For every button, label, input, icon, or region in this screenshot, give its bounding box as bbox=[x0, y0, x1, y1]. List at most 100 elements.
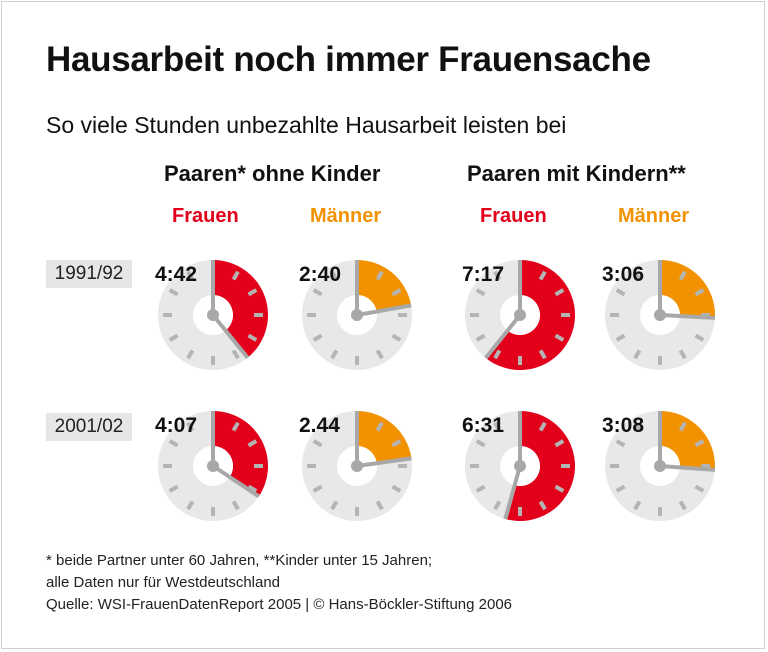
tick-mark bbox=[330, 270, 339, 281]
tick-mark bbox=[633, 500, 642, 511]
time-label: 2.44 bbox=[299, 414, 340, 437]
tick-mark bbox=[678, 421, 687, 432]
tick-mark bbox=[312, 439, 323, 448]
tick-mark bbox=[186, 421, 195, 432]
tick-mark bbox=[330, 500, 339, 511]
year-label: 1991/92 bbox=[46, 260, 132, 288]
clock-1-1: 2.44 bbox=[299, 411, 412, 521]
clock-hand-value bbox=[484, 313, 522, 360]
tick-mark bbox=[694, 333, 705, 342]
clock-2-0: 7:17 bbox=[462, 260, 575, 370]
tick-mark bbox=[493, 421, 502, 432]
tick-mark bbox=[391, 484, 402, 493]
clock-hand-value bbox=[211, 464, 260, 499]
clock-pivot bbox=[207, 460, 219, 472]
tick-mark bbox=[186, 500, 195, 511]
tick-mark bbox=[247, 484, 258, 493]
clock-hand-value bbox=[356, 456, 412, 468]
tick-mark bbox=[312, 288, 323, 297]
tick-mark bbox=[615, 484, 626, 493]
footnote: alle Daten nur für Westdeutschland bbox=[46, 574, 281, 591]
value-sector bbox=[357, 411, 412, 464]
legend-frauen: Frauen bbox=[172, 205, 239, 227]
clock-hand-value bbox=[356, 303, 412, 317]
clock-pivot bbox=[207, 309, 219, 321]
chart-title: Hausarbeit noch immer Frauensache bbox=[46, 40, 651, 79]
source-note: Quelle: WSI-FrauenDatenReport 2005 | © H… bbox=[46, 596, 513, 613]
tick-mark bbox=[493, 500, 502, 511]
value-sector bbox=[213, 260, 269, 358]
time-label: 2:40 bbox=[299, 263, 341, 286]
tick-mark bbox=[694, 439, 705, 448]
tick-mark bbox=[615, 288, 626, 297]
clock-2-1: 6:31 bbox=[462, 411, 575, 521]
clock-pivot bbox=[351, 460, 363, 472]
clock-hand-value bbox=[659, 313, 716, 320]
tick-mark bbox=[475, 484, 486, 493]
time-label: 4:42 bbox=[155, 263, 197, 286]
tick-mark bbox=[678, 270, 687, 281]
tick-mark bbox=[247, 439, 258, 448]
tick-mark bbox=[538, 349, 547, 360]
tick-mark bbox=[538, 270, 547, 281]
group-header-ohne-kinder: Paaren* ohne Kinder bbox=[164, 161, 381, 186]
tick-mark bbox=[694, 288, 705, 297]
tick-mark bbox=[231, 500, 240, 511]
footnote: * beide Partner unter 60 Jahren, **Kinde… bbox=[46, 552, 433, 569]
tick-mark bbox=[554, 439, 565, 448]
tick-mark bbox=[168, 333, 179, 342]
legend-maenner: Männer bbox=[310, 205, 382, 227]
value-sector bbox=[505, 411, 575, 521]
tick-mark bbox=[312, 333, 323, 342]
tick-mark bbox=[375, 349, 384, 360]
tick-mark bbox=[615, 333, 626, 342]
time-label: 4:07 bbox=[155, 414, 197, 437]
tick-mark bbox=[633, 349, 642, 360]
value-sector bbox=[357, 260, 412, 312]
tick-mark bbox=[231, 421, 240, 432]
tick-mark bbox=[538, 500, 547, 511]
clock-pivot bbox=[654, 460, 666, 472]
clock-hand-value bbox=[503, 465, 522, 520]
clock-pivot bbox=[654, 309, 666, 321]
clock-0-1: 4:07 bbox=[155, 411, 269, 521]
tick-mark bbox=[475, 288, 486, 297]
tick-mark bbox=[554, 288, 565, 297]
value-sector bbox=[485, 260, 575, 370]
tick-mark bbox=[186, 270, 195, 281]
tick-mark bbox=[312, 484, 323, 493]
tick-mark bbox=[633, 270, 642, 281]
time-label: 6:31 bbox=[462, 414, 504, 437]
year-label: 2001/02 bbox=[46, 413, 132, 441]
tick-mark bbox=[168, 439, 179, 448]
tick-mark bbox=[633, 421, 642, 432]
tick-mark bbox=[330, 349, 339, 360]
time-label: 3:08 bbox=[602, 414, 644, 437]
group-header-mit-kindern: Paaren mit Kindern** bbox=[467, 161, 686, 186]
legend-frauen: Frauen bbox=[480, 205, 547, 227]
tick-mark bbox=[375, 270, 384, 281]
tick-mark bbox=[475, 333, 486, 342]
tick-mark bbox=[186, 349, 195, 360]
tick-mark bbox=[694, 484, 705, 493]
clock-3-0: 3:06 bbox=[602, 260, 716, 370]
time-label: 7:17 bbox=[462, 263, 504, 286]
tick-mark bbox=[231, 349, 240, 360]
tick-mark bbox=[493, 270, 502, 281]
tick-mark bbox=[493, 349, 502, 360]
tick-mark bbox=[375, 500, 384, 511]
tick-mark bbox=[554, 333, 565, 342]
tick-mark bbox=[475, 439, 486, 448]
value-sector bbox=[213, 411, 269, 497]
value-sector bbox=[660, 411, 715, 470]
tick-mark bbox=[247, 288, 258, 297]
tick-mark bbox=[231, 270, 240, 281]
clock-pivot bbox=[514, 460, 526, 472]
tick-mark bbox=[554, 484, 565, 493]
tick-mark bbox=[391, 439, 402, 448]
tick-mark bbox=[538, 421, 547, 432]
clock-pivot bbox=[514, 309, 526, 321]
tick-mark bbox=[330, 421, 339, 432]
